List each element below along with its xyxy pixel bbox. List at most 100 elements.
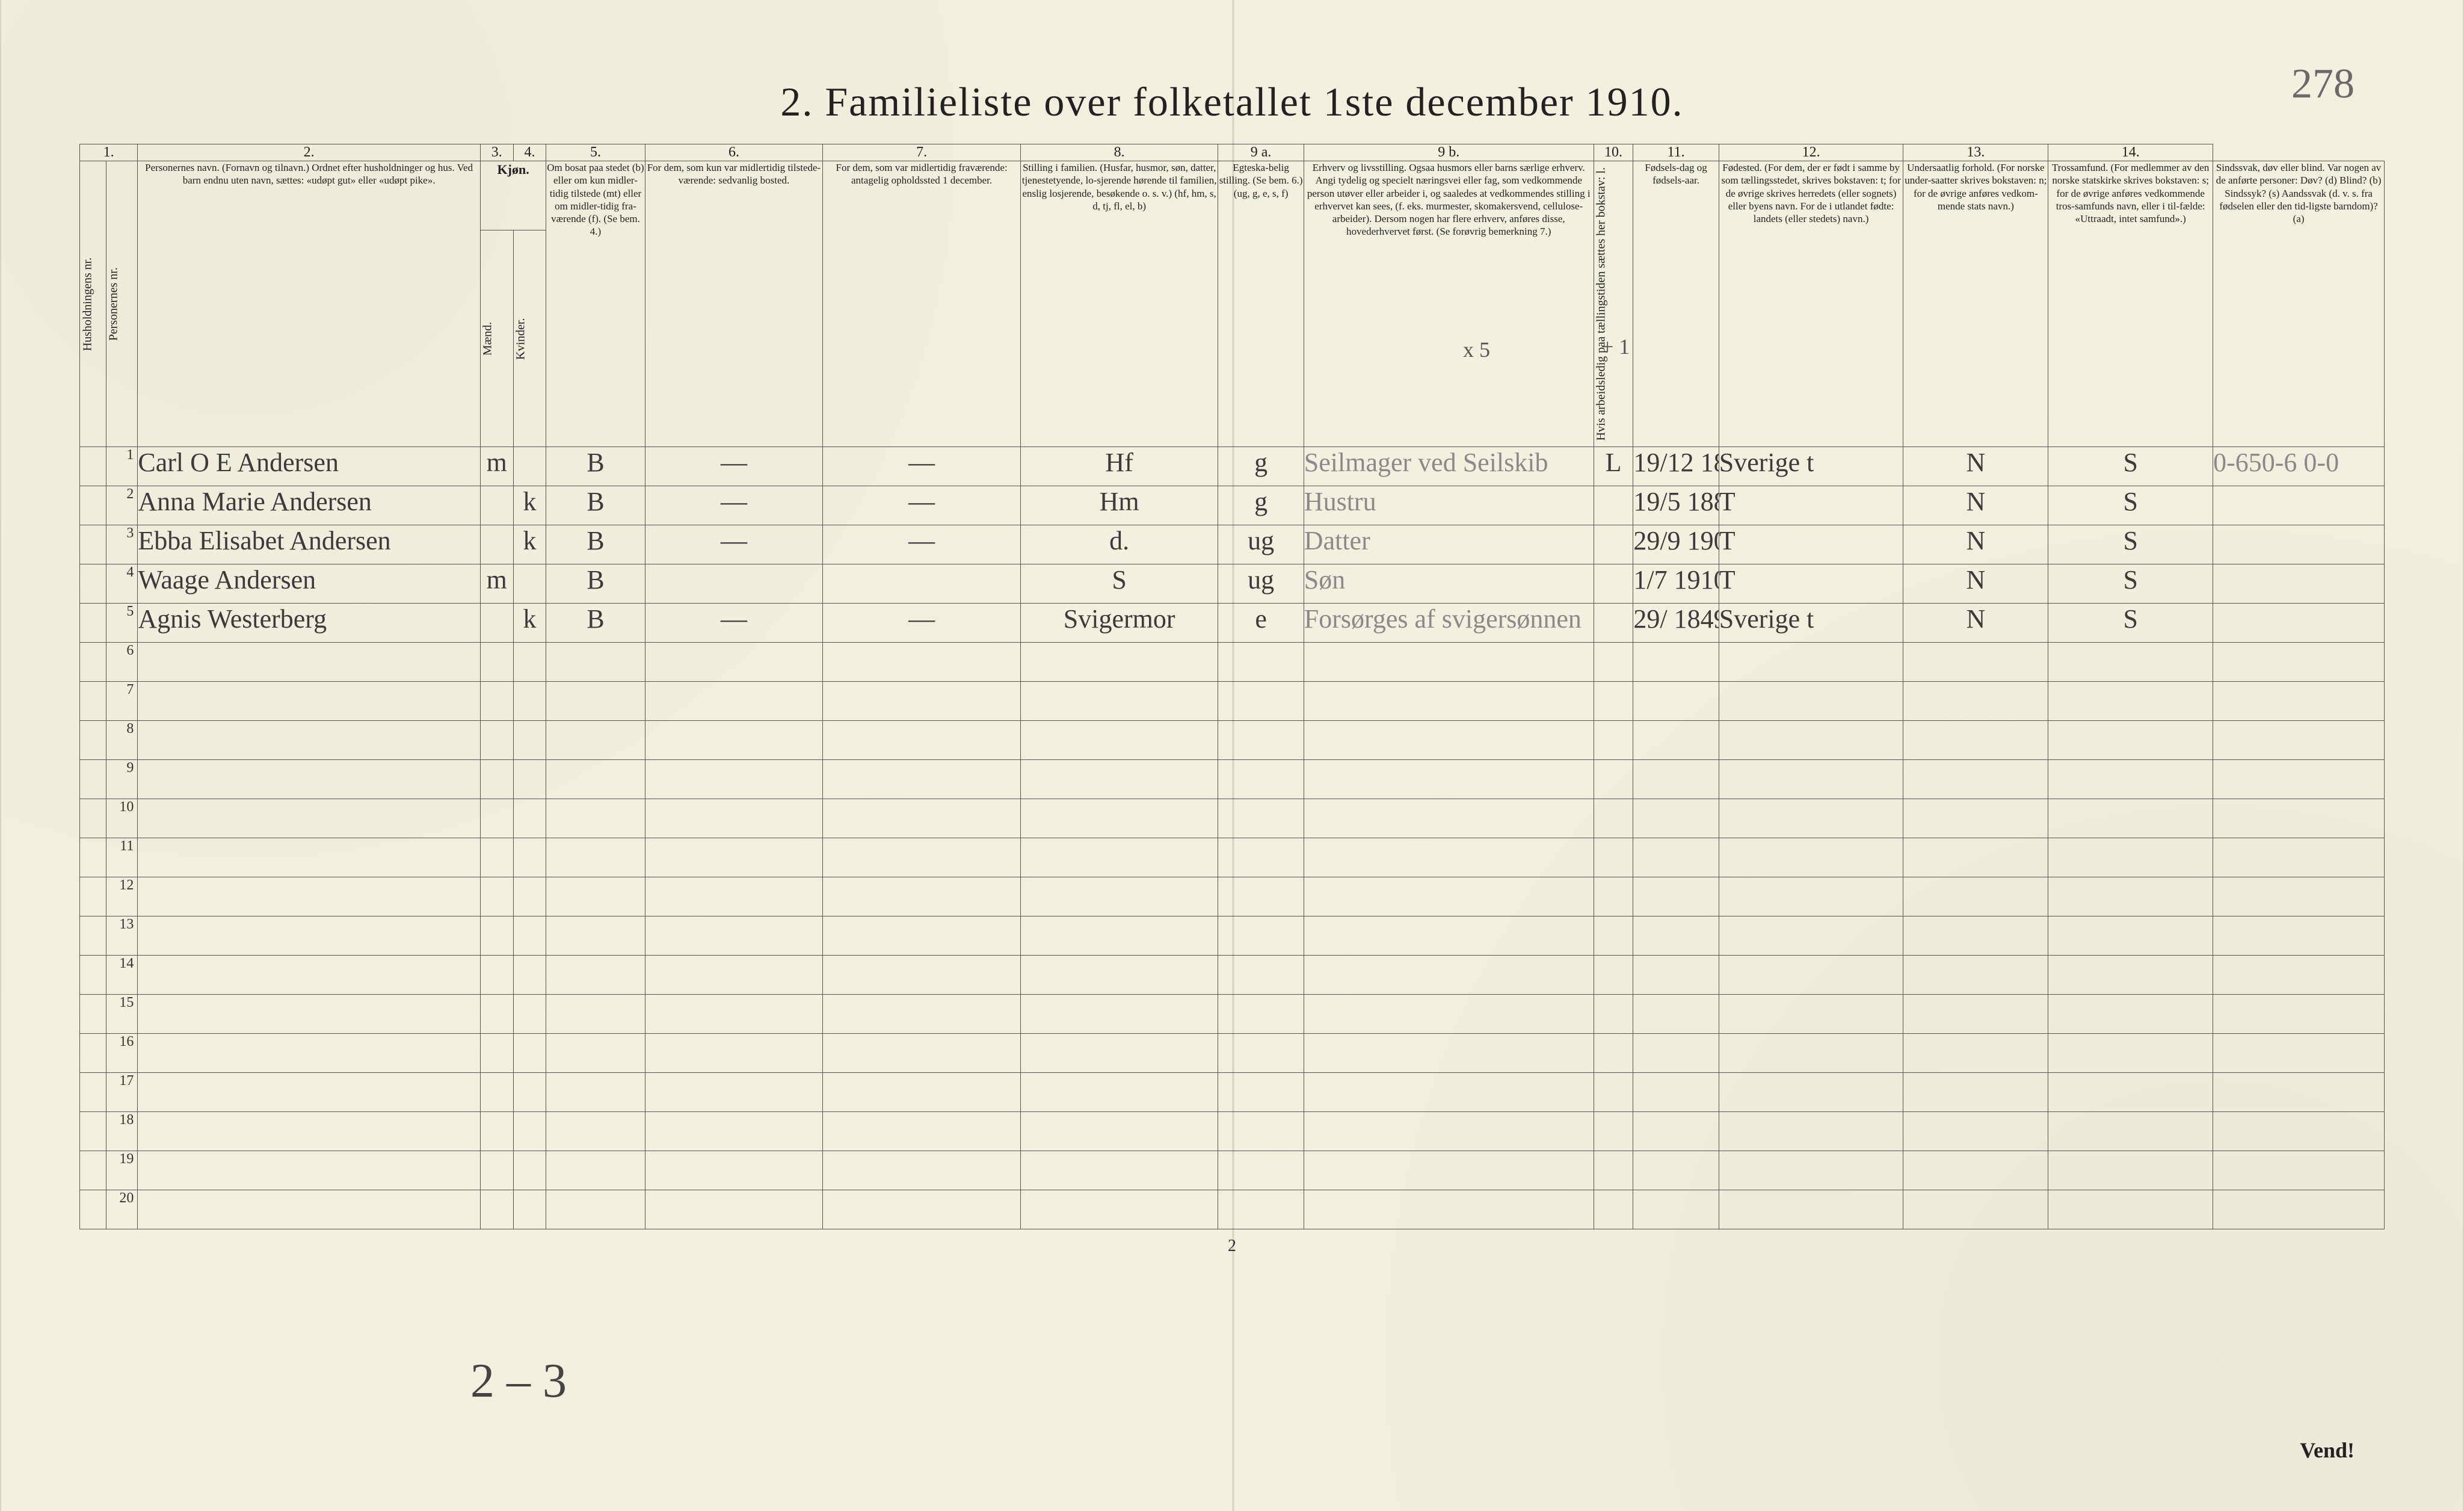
table-cell (1218, 643, 1304, 682)
table-cell (138, 760, 481, 799)
table-cell (1633, 721, 1719, 760)
table-cell (80, 486, 106, 525)
table-cell (80, 604, 106, 643)
table-cell: 0-650-6 0-0 (2213, 447, 2385, 486)
table-cell (546, 721, 645, 760)
table-cell (1903, 799, 2048, 838)
table-cell (1903, 1034, 2048, 1073)
table-cell (80, 1190, 106, 1229)
table-cell: 5 (106, 604, 138, 643)
table-cell (823, 1073, 1021, 1112)
colnum-7: 7. (823, 144, 1021, 161)
table-cell (513, 1073, 546, 1112)
table-cell (823, 564, 1021, 604)
table-cell: N (1903, 604, 2048, 643)
table-cell (546, 760, 645, 799)
table-cell (1304, 956, 1594, 995)
table-cell (1304, 1190, 1594, 1229)
table-cell (2213, 564, 2385, 604)
table-cell (1903, 916, 2048, 956)
colnum-5: 5. (546, 144, 645, 161)
table-cell (2213, 486, 2385, 525)
table-cell (480, 643, 513, 682)
table-cell: 1 (106, 447, 138, 486)
table-cell (1633, 643, 1719, 682)
table-cell: S (2048, 447, 2213, 486)
table-cell: Waage Andersen (138, 564, 481, 604)
colnum-9b: 9 b. (1304, 144, 1594, 161)
table-cell (2213, 1190, 2385, 1229)
table-cell (1020, 838, 1218, 877)
table-cell (80, 760, 106, 799)
table-cell (1633, 1190, 1719, 1229)
table-cell (1903, 956, 2048, 995)
table-cell (1594, 838, 1633, 877)
vend-label: Vend! (2300, 1438, 2355, 1463)
table-cell (1903, 721, 2048, 760)
table-cell (1719, 838, 1903, 877)
table-cell: — (823, 525, 1021, 564)
table-cell: 3 (106, 525, 138, 564)
table-cell (1633, 995, 1719, 1034)
table-cell (1903, 1112, 2048, 1151)
table-cell (2213, 799, 2385, 838)
table-cell (80, 1034, 106, 1073)
table-cell (1020, 877, 1218, 916)
table-cell (1719, 721, 1903, 760)
table-cell (1304, 760, 1594, 799)
table-cell (1594, 956, 1633, 995)
table-cell (138, 877, 481, 916)
table-cell (1218, 838, 1304, 877)
hdr-sind: Sindssvak, døv eller blind. Var nogen av… (2213, 161, 2385, 447)
table-cell (1594, 604, 1633, 643)
table-cell (1304, 877, 1594, 916)
table-cell: — (645, 525, 823, 564)
table-cell (1594, 1151, 1633, 1190)
table-cell: 20 (106, 1190, 138, 1229)
table-cell (645, 956, 823, 995)
table-cell (138, 1073, 481, 1112)
table-cell (546, 682, 645, 721)
colnum-4: 4. (513, 144, 546, 161)
table-cell (2048, 956, 2213, 995)
table-cell (2213, 1112, 2385, 1151)
table-cell (2213, 525, 2385, 564)
hdr-mand: Mænd. (480, 230, 513, 447)
table-cell (513, 1034, 546, 1073)
table-cell (1020, 995, 1218, 1034)
table-cell (1020, 956, 1218, 995)
table-cell (823, 1034, 1021, 1073)
table-cell (1020, 643, 1218, 682)
table-cell (480, 877, 513, 916)
table-cell (80, 995, 106, 1034)
table-cell (1218, 760, 1304, 799)
table-cell (1719, 760, 1903, 799)
table-cell (546, 1112, 645, 1151)
table-cell (138, 995, 481, 1034)
table-cell (1218, 877, 1304, 916)
table-cell: Hm (1020, 486, 1218, 525)
table-cell (80, 1073, 106, 1112)
hdr-kvinde: Kvinder. (513, 230, 546, 447)
table-cell: 14 (106, 956, 138, 995)
table-cell (823, 956, 1021, 995)
hdr-personnr: Personernes nr. (106, 161, 138, 447)
table-cell (1218, 1073, 1304, 1112)
table-cell (1719, 1034, 1903, 1073)
table-cell (546, 643, 645, 682)
table-cell: B (546, 486, 645, 525)
hdr-husholdning: Husholdningens nr. (80, 161, 106, 447)
table-cell: 29/ 1849 (1633, 604, 1719, 643)
table-cell (2213, 877, 2385, 916)
table-cell (2048, 1112, 2213, 1151)
table-cell (1020, 1112, 1218, 1151)
table-cell (1633, 760, 1719, 799)
table-cell: ug (1218, 564, 1304, 604)
table-cell (1020, 760, 1218, 799)
table-cell (80, 643, 106, 682)
table-cell: Svigermor (1020, 604, 1218, 643)
table-cell (1218, 1034, 1304, 1073)
table-cell (1719, 995, 1903, 1034)
table-cell (80, 956, 106, 995)
table-cell: T (1719, 564, 1903, 604)
